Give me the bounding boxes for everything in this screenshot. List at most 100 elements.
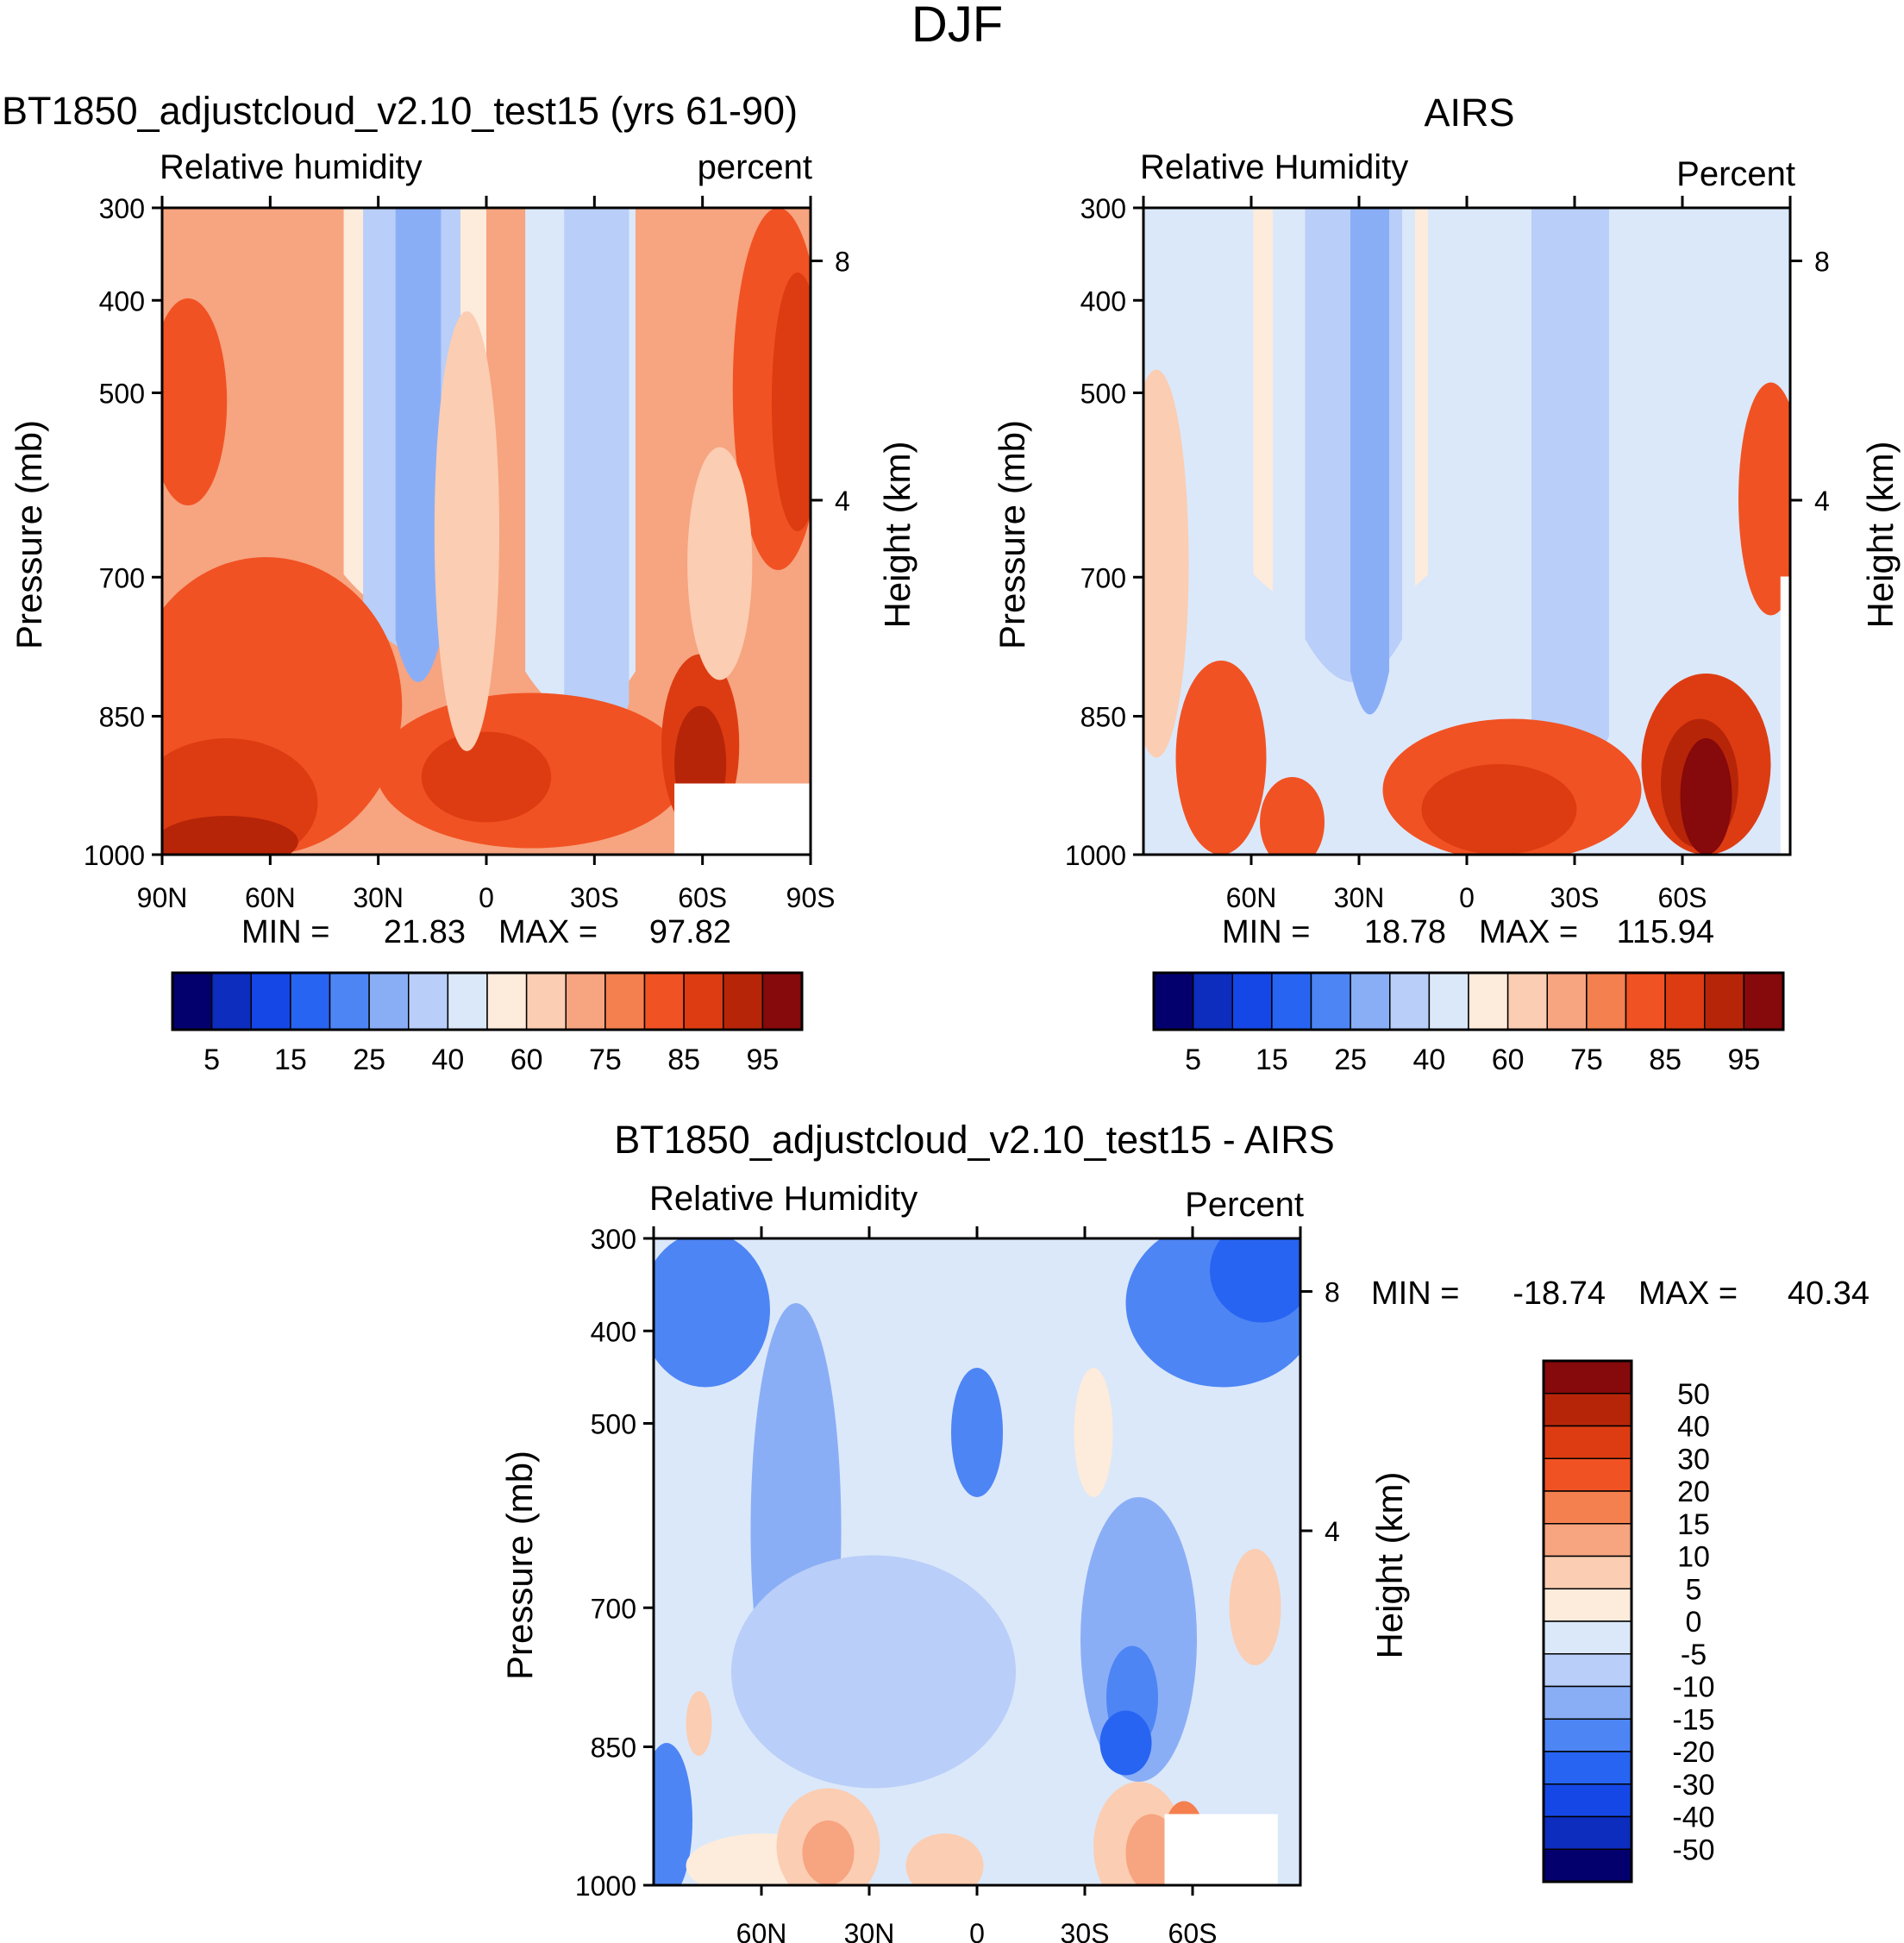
panel-airs-colorbar-swatch xyxy=(1546,972,1588,1031)
panel-airs-contour-region xyxy=(1143,369,1189,758)
panel-model-colorbar-label: 75 xyxy=(589,1044,622,1076)
panel-model-colorbar-label: 95 xyxy=(746,1044,779,1076)
panel-airs-colorbar-label: 25 xyxy=(1334,1044,1367,1076)
panel-difference-min-label: MIN = xyxy=(1371,1275,1459,1312)
panel-model-colorbar-swatch xyxy=(486,972,528,1031)
panel-airs-ytick-label: 1000 xyxy=(1065,840,1126,871)
panel-model-colorbar-swatch xyxy=(761,972,803,1031)
figure-title: DJF xyxy=(911,0,1003,53)
panel-model-colorbar-swatch xyxy=(250,972,291,1031)
panel-difference-xtick-label: 0 xyxy=(969,1918,985,1943)
panel-airs-contour-region xyxy=(1738,382,1790,616)
panel-airs-colorbar-swatch xyxy=(1350,972,1391,1031)
panel-airs-colorbar-swatch xyxy=(1271,972,1312,1031)
panel-model-colorbar-swatch xyxy=(604,972,646,1031)
panel-airs-colorbar-swatch xyxy=(1704,972,1745,1031)
panel-airs-colorbar-swatch xyxy=(1506,972,1548,1031)
panel-model-max-value: 97.82 xyxy=(649,914,731,950)
panel-difference-colorbar-swatch xyxy=(1543,1815,1632,1850)
panel-difference-ytick-label: 1000 xyxy=(575,1871,636,1902)
panel-difference-colorbar-swatch xyxy=(1543,1457,1632,1492)
panel-model-xtick-label: 0 xyxy=(479,882,494,913)
panel-model-colorbar-swatch xyxy=(447,972,488,1031)
panel-difference-xtick-label: 30S xyxy=(1061,1918,1110,1943)
panel-airs-ytick-label: 400 xyxy=(1080,285,1126,317)
panel-difference-contour-region xyxy=(654,1238,770,1388)
panel-model-left-label: Relative humidity xyxy=(160,148,423,186)
panel-difference-colorbar-label: 0 xyxy=(1686,1606,1702,1639)
panel-model-ytick-label: 850 xyxy=(99,702,145,733)
panel-difference-colorbar-label: -20 xyxy=(1672,1736,1714,1769)
panel-airs-min-label: MIN = xyxy=(1222,914,1310,950)
panel-airs-colorbar-swatch xyxy=(1310,972,1351,1031)
panel-airs-xtick-label: 0 xyxy=(1459,882,1475,913)
panel-difference-band xyxy=(1003,1238,1068,1681)
panel-airs-ytick-label: 300 xyxy=(1080,193,1126,224)
panel-model-ytick-label: 700 xyxy=(99,562,145,593)
panel-difference-contour-region xyxy=(654,1743,692,1885)
panel-airs-xtick-label: 60S xyxy=(1658,882,1707,913)
panel-difference-colorbar-label: -15 xyxy=(1672,1703,1714,1736)
panel-model-colorbar-swatch xyxy=(172,972,213,1031)
panel-model-band xyxy=(564,208,629,747)
panel-difference-left-label: Relative Humidity xyxy=(649,1180,918,1218)
panel-model-colorbar-label: 85 xyxy=(667,1044,700,1076)
panel-airs-max-value: 115.94 xyxy=(1617,914,1714,950)
panel-model-y2tick-label: 8 xyxy=(835,247,850,278)
panel-difference-colorbar-label: -50 xyxy=(1672,1833,1714,1866)
panel-difference-contour-region xyxy=(1210,1238,1300,1323)
panel-difference-title: BT1850_adjustcloud_v2.10_test15 - AIRS xyxy=(614,1118,1335,1162)
panel-difference-colorbar-label: 40 xyxy=(1677,1411,1710,1444)
panel-difference-y2label: Height (km) xyxy=(1369,1471,1410,1658)
panel-difference-colorbar-label: 30 xyxy=(1677,1443,1710,1476)
panel-model-ytick-label: 500 xyxy=(99,379,145,410)
panel-airs-max-label: MAX = xyxy=(1479,914,1578,950)
panel-model-contour-region xyxy=(162,816,298,855)
panel-airs-units-label: Percent xyxy=(1676,155,1795,193)
panel-model-colorbar-swatch xyxy=(683,972,724,1031)
panel-difference-contour-region xyxy=(1125,1814,1178,1885)
panel-difference-colorbar-swatch xyxy=(1543,1783,1632,1818)
panel-difference-ytick-label: 500 xyxy=(591,1409,636,1440)
panel-difference-colorbar-swatch xyxy=(1543,1393,1632,1427)
panel-model-colorbar-swatch xyxy=(643,972,685,1031)
panel-model-xtick-label: 90N xyxy=(137,882,188,913)
panel-model-min-value: 21.83 xyxy=(384,914,466,950)
panel-airs-plot xyxy=(1142,206,1792,856)
panel-model-y2label: Height (km) xyxy=(877,441,918,628)
panel-difference-colorbar-swatch xyxy=(1543,1425,1632,1459)
panel-difference-colorbar-label: 20 xyxy=(1677,1476,1710,1508)
panel-difference-contour-region xyxy=(731,1555,1016,1789)
panel-airs-xtick-label: 60N xyxy=(1226,882,1277,913)
panel-airs-colorbar-label: 85 xyxy=(1649,1044,1682,1076)
panel-model-xtick-label: 60N xyxy=(245,882,296,913)
panel-model-band xyxy=(395,208,442,682)
panel-airs-left-label: Relative Humidity xyxy=(1140,148,1408,186)
panel-model-xtick-label: 30S xyxy=(570,882,619,913)
panel-difference-colorbar-label: -40 xyxy=(1672,1802,1714,1834)
panel-airs-colorbar-swatch xyxy=(1625,972,1666,1031)
panel-model-colorbar-swatch xyxy=(525,972,567,1031)
panel-model-xtick-label: 90S xyxy=(786,882,836,913)
panel-airs-ylabel: Pressure (mb) xyxy=(992,420,1032,649)
panel-difference-colorbar-swatch xyxy=(1543,1848,1632,1883)
panel-model-colorbar-label: 25 xyxy=(353,1044,385,1076)
panel-airs-contour-region xyxy=(1175,661,1267,855)
panel-airs-colorbar: 5 15 25 40 60 75 85 95 xyxy=(1152,971,1785,1076)
panel-model-ytick-label: 1000 xyxy=(84,840,145,871)
panel-model-contour-region xyxy=(771,273,811,531)
panel-difference-missing-data xyxy=(1164,1814,1278,1885)
panel-difference-y2tick-label: 4 xyxy=(1325,1516,1340,1547)
panel-model-ytick-label: 300 xyxy=(99,193,145,224)
panel-model-colorbar-swatch xyxy=(368,972,410,1031)
panel-difference-ytick-label: 300 xyxy=(591,1224,636,1255)
panel-airs: AIRS Relative Humidity Percent Pressure … xyxy=(992,91,1901,1076)
panel-difference-colorbar-swatch xyxy=(1543,1523,1632,1558)
panel-model-xtick-label: 30N xyxy=(353,882,404,913)
panel-difference-colorbar-frame xyxy=(1542,1359,1633,1883)
panel-airs-ytick-label: 500 xyxy=(1080,379,1126,410)
panel-difference-colorbar-label: -5 xyxy=(1681,1639,1707,1671)
panel-difference-ytick-label: 400 xyxy=(591,1316,636,1347)
panel-difference-colorbar-label: 5 xyxy=(1686,1573,1702,1606)
panel-difference-colorbar-label: 15 xyxy=(1677,1508,1710,1541)
